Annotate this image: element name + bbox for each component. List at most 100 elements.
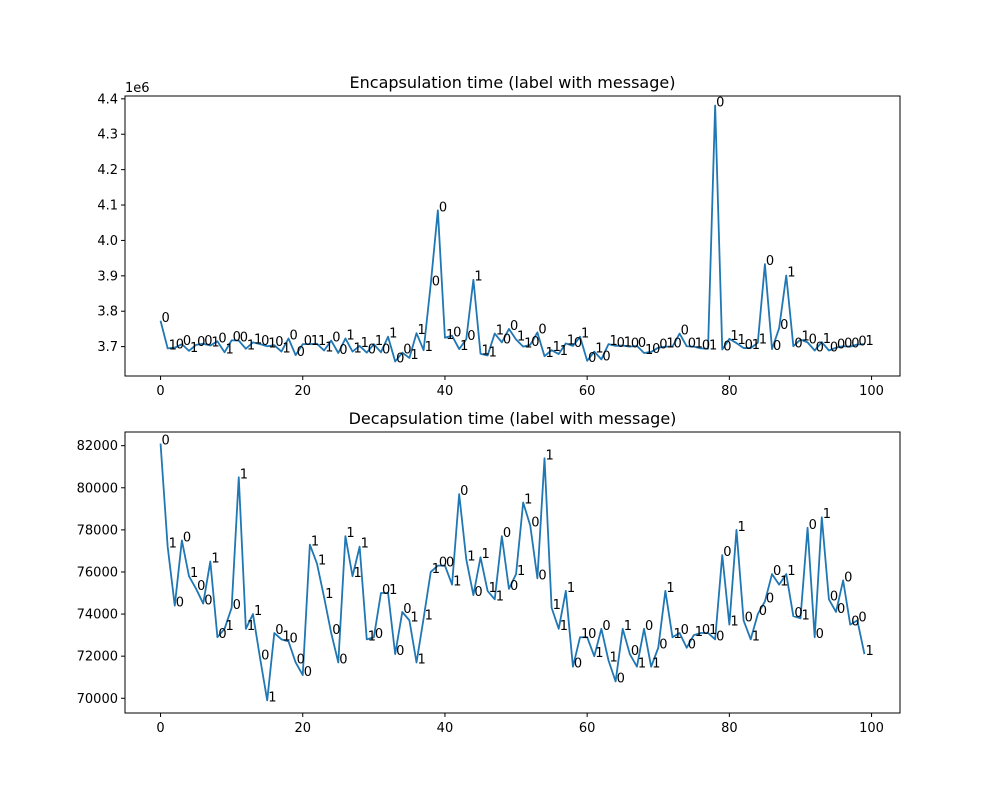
encapsulation-point-label: 1 (489, 345, 497, 360)
encapsulation-point-label: 0 (204, 334, 212, 349)
encapsulation-point-label: 0 (332, 331, 340, 346)
encapsulation-xtick-label: 20 (294, 384, 311, 399)
encapsulation-point-label: 0 (339, 343, 347, 358)
decapsulation-point-label: 0 (759, 604, 767, 619)
decapsulation-ytick-label: 82000 (77, 439, 118, 454)
encapsulation-ytick-label: 3.7 (97, 340, 118, 355)
encapsulation-point-label: 1 (268, 336, 276, 351)
encapsulation-point-label: 0 (290, 328, 298, 343)
encapsulation-point-label: 0 (659, 338, 667, 353)
decapsulation-point-label: 0 (339, 652, 347, 667)
decapsulation-point-label: 1 (432, 562, 440, 577)
decapsulation-point-label: 0 (631, 644, 639, 659)
encapsulation-point-label: 1 (759, 333, 767, 348)
decapsulation-point-label: 0 (773, 564, 781, 579)
encapsulation-point-label: 0 (773, 339, 781, 354)
encapsulation-point-label: 0 (304, 334, 312, 349)
encapsulation-point-label: 0 (176, 338, 184, 353)
encapsulation-point-label: 0 (688, 336, 696, 351)
decapsulation-point-label: 1 (418, 652, 426, 667)
decapsulation-point-label: 1 (325, 587, 333, 602)
encapsulation-ytick-label: 4.1 (97, 199, 118, 214)
encapsulation-point-label: 0 (702, 338, 710, 353)
encapsulation-point-label: 0 (794, 336, 802, 351)
decapsulation-axes-frame (124, 431, 901, 714)
encapsulation-point-label: 1 (524, 337, 532, 352)
decapsulation-ytick-label: 72000 (77, 650, 118, 665)
decapsulation-point-label: 0 (176, 596, 184, 611)
decapsulation-point-label: 0 (574, 657, 582, 672)
decapsulation-point-label: 1 (453, 575, 461, 590)
decapsulation-point-label: 1 (211, 551, 219, 566)
decapsulation-point-label: 1 (666, 581, 674, 596)
encapsulation-point-label: 1 (581, 327, 589, 342)
encapsulation-point-label: 0 (197, 335, 205, 350)
decapsulation-point-label: 1 (695, 625, 703, 640)
encapsulation-point-label: 0 (816, 341, 824, 356)
decapsulation-xtick-label: 60 (579, 721, 596, 736)
decapsulation-point-label: 0 (745, 610, 753, 625)
decapsulation-point-label: 1 (361, 537, 369, 552)
decapsulation-point-label: 1 (354, 566, 362, 581)
encapsulation-point-label: 1 (645, 343, 653, 358)
encapsulation-point-label: 0 (851, 337, 859, 352)
encapsulation-point-label: 0 (368, 343, 376, 358)
decapsulation-point-label: 1 (467, 549, 475, 564)
encapsulation-xtick-label: 80 (721, 384, 738, 399)
decapsulation-point-label: 1 (581, 627, 589, 642)
encapsulation-point-label: 1 (560, 344, 568, 359)
encapsulation-point-label: 1 (666, 337, 674, 352)
decapsulation-point-label: 0 (197, 579, 205, 594)
decapsulation-point-label: 1 (268, 690, 276, 705)
decapsulation-point-label: 0 (809, 518, 817, 533)
decapsulation-point-label: 0 (261, 648, 269, 663)
encapsulation-point-label: 1 (389, 327, 397, 342)
encapsulation-point-label: 0 (631, 337, 639, 352)
encapsulation-point-label: 1 (545, 346, 553, 361)
encapsulation-point-label: 1 (418, 323, 426, 338)
encapsulation-ytick-label: 4.0 (97, 234, 118, 249)
encapsulation-point-label: 0 (588, 351, 596, 366)
decapsulation-ytick-label: 74000 (77, 608, 118, 623)
decapsulation-title: Decapsulation time (label with message) (349, 409, 677, 428)
encapsulation-point-label: 0 (403, 343, 411, 358)
decapsulation-point-label: 0 (858, 610, 866, 625)
encapsulation-point-label: 0 (432, 274, 440, 289)
encapsulation-point-label: 0 (233, 330, 241, 345)
encapsulation-point-label: 0 (638, 336, 646, 351)
encapsulation-title: Encapsulation time (label with message) (350, 73, 676, 92)
encapsulation-point-label: 0 (240, 331, 248, 346)
encapsulation-point-label: 0 (858, 334, 866, 349)
encapsulation-point-label: 1 (553, 340, 561, 355)
encapsulation-ytick-label: 4.3 (97, 128, 118, 143)
decapsulation-point-label: 0 (716, 629, 724, 644)
encapsulation-point-label: 0 (275, 335, 283, 350)
encapsulation-point-label: 0 (837, 338, 845, 353)
decapsulation-point-label: 0 (837, 602, 845, 617)
decapsulation-point-label: 0 (162, 434, 170, 449)
decapsulation-xtick-label: 20 (294, 721, 311, 736)
encapsulation-point-label: 0 (716, 96, 724, 111)
encapsulation-point-label: 1 (375, 334, 383, 349)
decapsulation-point-label: 1 (595, 646, 603, 661)
decapsulation-chart: Decapsulation time (label with message) 0… (77, 409, 901, 736)
decapsulation-point-label: 0 (844, 570, 852, 585)
encapsulation-point-label: 0 (453, 326, 461, 341)
decapsulation-point-label: 1 (545, 448, 553, 463)
encapsulation-point-label: 1 (226, 342, 234, 357)
decapsulation-point-label: 0 (659, 638, 667, 653)
encapsulation-ytick-label: 4.4 (97, 92, 118, 107)
decapsulation-point-label: 0 (766, 591, 774, 606)
encapsulation-series-line (159, 104, 865, 363)
decapsulation-point-label: 0 (531, 516, 539, 531)
encapsulation-point-label: 1 (247, 339, 255, 354)
decapsulation-point-label: 1 (389, 583, 397, 598)
encapsulation-point-label: 0 (162, 311, 170, 326)
decapsulation-point-label: 0 (375, 627, 383, 642)
decapsulation-point-label: 0 (304, 665, 312, 680)
decapsulation-point-label: 0 (503, 526, 511, 541)
decapsulation-point-label: 1 (517, 564, 525, 579)
decapsulation-point-label: 0 (702, 623, 710, 638)
encapsulation-point-label: 1 (346, 328, 354, 343)
